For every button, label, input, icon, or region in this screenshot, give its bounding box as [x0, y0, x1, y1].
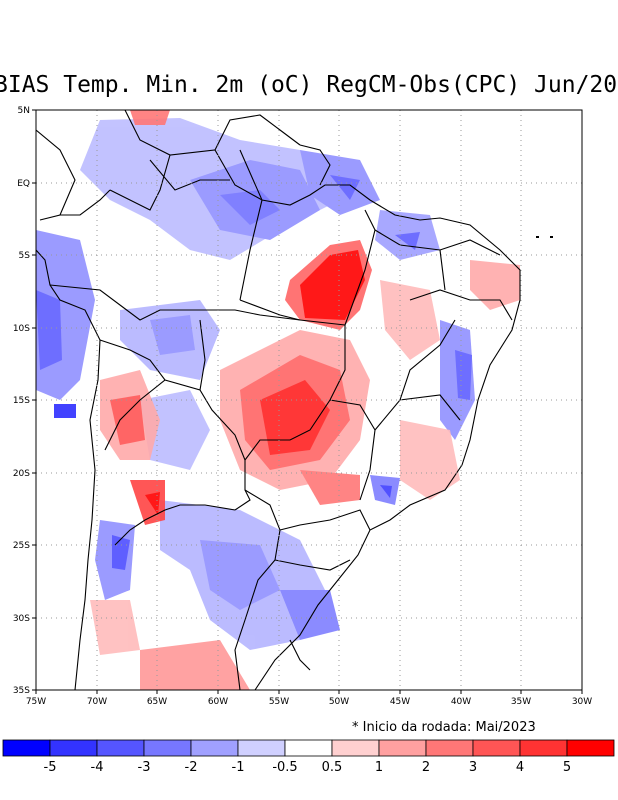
lon-label: 40W	[451, 697, 471, 707]
colorbar-label: -4	[91, 760, 104, 775]
map-title: BIAS Temp. Min. 2m (oC) RegCM-Obs(CPC) J…	[0, 72, 618, 98]
colorbar-label: -3	[138, 760, 151, 775]
lat-label: 5S	[19, 251, 31, 261]
colorbar-label: -5	[44, 760, 57, 775]
lon-label: 70W	[87, 697, 107, 707]
colorbar-box	[143, 739, 192, 757]
colorbar-label: -0.5	[272, 760, 297, 775]
colorbar-label: 5	[563, 760, 571, 775]
colorbar-box	[190, 739, 239, 757]
colorbar-box	[472, 739, 521, 757]
colorbar-label: -2	[185, 760, 198, 775]
lon-label: 30W	[572, 697, 592, 707]
lat-label: 35S	[13, 686, 30, 696]
colorbar-box	[566, 739, 615, 757]
colorbar-label: -1	[232, 760, 245, 775]
lon-label: 45W	[390, 697, 410, 707]
lon-label: 60W	[208, 697, 228, 707]
longitude-labels: 75W 70W 65W 60W 55W 50W 45W 40W 35W 30W	[26, 697, 592, 707]
colorbar-box	[237, 739, 286, 757]
lat-label: 30S	[13, 614, 30, 624]
colorbar-box	[2, 739, 51, 757]
colorbar-label: 2	[422, 760, 430, 775]
colorbar-label: 3	[469, 760, 477, 775]
lon-label: 55W	[269, 697, 289, 707]
lat-label: 20S	[13, 469, 30, 479]
lat-label: 5N	[18, 106, 30, 116]
colorbar-label: 4	[516, 760, 524, 775]
colorbar-box	[96, 739, 145, 757]
lat-label: 25S	[13, 541, 30, 551]
colorbar-box	[284, 739, 333, 757]
lon-label: 75W	[26, 697, 46, 707]
lat-lon-grid	[36, 110, 582, 690]
lat-label: 15S	[13, 396, 30, 406]
lat-label: EQ	[17, 179, 30, 189]
lon-label: 65W	[147, 697, 167, 707]
colorbar-legend: -5 -4 -3 -2 -1 -0.5 0.5 1 2 3 4 5	[2, 739, 615, 775]
run-start-note: * Inicio da rodada: Mai/2023	[352, 720, 536, 735]
colorbar-label: 0.5	[322, 760, 343, 775]
colorbar-box	[331, 739, 380, 757]
colorbar-box	[425, 739, 474, 757]
colorbar-label: 1	[375, 760, 383, 775]
lat-label: 10S	[13, 324, 30, 334]
latitude-labels: 5N EQ 5S 10S 15S 20S 25S 30S 35S	[13, 106, 30, 696]
bias-field	[36, 110, 582, 690]
lon-label: 50W	[329, 697, 349, 707]
colorbar-box	[49, 739, 98, 757]
lon-label: 35W	[511, 697, 531, 707]
colorbar-box	[378, 739, 427, 757]
colorbar-box	[519, 739, 568, 757]
political-borders	[36, 110, 521, 690]
